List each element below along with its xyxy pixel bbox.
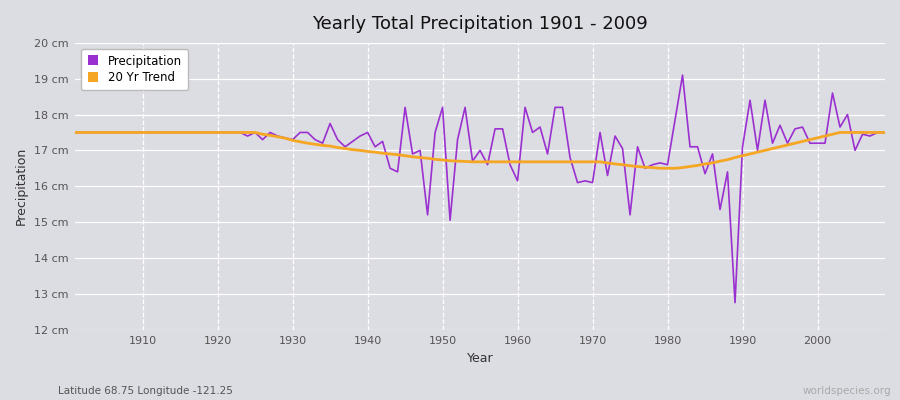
Text: worldspecies.org: worldspecies.org [803,386,891,396]
Text: Latitude 68.75 Longitude -121.25: Latitude 68.75 Longitude -121.25 [58,386,233,396]
Title: Yearly Total Precipitation 1901 - 2009: Yearly Total Precipitation 1901 - 2009 [312,15,648,33]
Legend: Precipitation, 20 Yr Trend: Precipitation, 20 Yr Trend [81,49,188,90]
X-axis label: Year: Year [467,352,493,365]
Y-axis label: Precipitation: Precipitation [15,147,28,225]
